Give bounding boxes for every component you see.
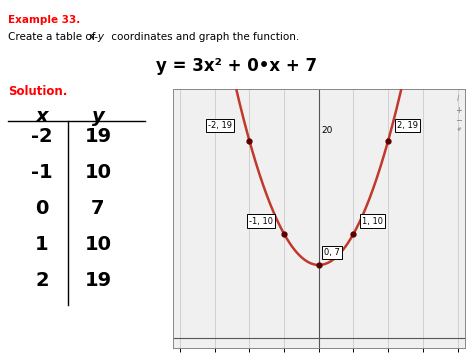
Text: 1, 10: 1, 10 bbox=[362, 217, 383, 225]
Text: #: # bbox=[456, 127, 461, 132]
Text: 7: 7 bbox=[91, 199, 105, 218]
Text: coordinates and graph the function.: coordinates and graph the function. bbox=[108, 32, 299, 42]
Text: 10: 10 bbox=[84, 163, 111, 182]
Text: 20: 20 bbox=[321, 126, 333, 135]
Text: +: + bbox=[455, 106, 462, 115]
Text: −: − bbox=[455, 116, 462, 125]
Text: Solution.: Solution. bbox=[8, 85, 67, 98]
Text: y: y bbox=[91, 107, 104, 126]
Text: Create a table of: Create a table of bbox=[8, 32, 99, 42]
Text: -2, 19: -2, 19 bbox=[208, 121, 232, 130]
Text: 19: 19 bbox=[84, 127, 111, 146]
Text: 10: 10 bbox=[84, 235, 111, 254]
Text: y = 3x² + 0•x + 7: y = 3x² + 0•x + 7 bbox=[156, 57, 318, 75]
Text: 1: 1 bbox=[35, 235, 49, 254]
Text: /: / bbox=[457, 95, 460, 101]
Text: 0, 7: 0, 7 bbox=[324, 247, 340, 257]
Text: -1, 10: -1, 10 bbox=[249, 217, 273, 225]
Text: 19: 19 bbox=[84, 271, 111, 290]
Text: Example 33.: Example 33. bbox=[8, 15, 80, 25]
Text: 0: 0 bbox=[35, 199, 49, 218]
Text: x-y: x-y bbox=[88, 32, 104, 42]
Text: 2: 2 bbox=[35, 271, 49, 290]
Text: x: x bbox=[36, 107, 48, 126]
Text: 2, 19: 2, 19 bbox=[397, 121, 418, 130]
Text: -2: -2 bbox=[31, 127, 53, 146]
Text: -1: -1 bbox=[31, 163, 53, 182]
